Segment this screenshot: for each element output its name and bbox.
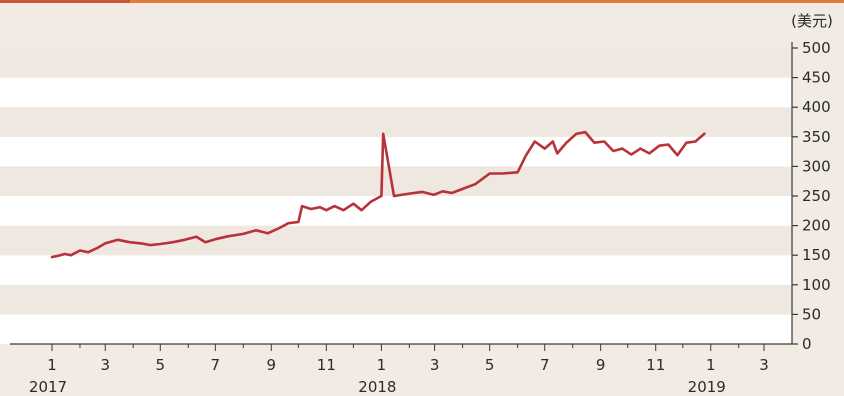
axes: [10, 42, 793, 345]
series-line: [50, 130, 706, 259]
background-band: [0, 136, 792, 167]
x-tick-label: 3: [430, 356, 440, 374]
y-tick-label: 150: [802, 246, 831, 264]
x-year-label: 2017: [29, 378, 67, 396]
x-tick-label: 9: [267, 356, 277, 374]
x-tick-label: 9: [596, 356, 606, 374]
x-tick-label: 11: [646, 356, 665, 374]
y-tick-label: 250: [802, 187, 831, 205]
background-band: [0, 284, 792, 315]
background-band: [0, 166, 792, 196]
x-tick-label: 11: [317, 356, 336, 374]
x-tick-label: 1: [377, 356, 387, 374]
x-tick-label: 1: [47, 356, 57, 374]
background-band: [0, 314, 792, 344]
background-band: [0, 77, 792, 108]
x-tick-label: 5: [485, 356, 495, 374]
x-tick-label: 7: [540, 356, 550, 374]
x-tick-label: 5: [156, 356, 166, 374]
y-axis-ticks: 0 50 100 150 200 250 300 350 400 450 500: [792, 39, 831, 353]
y-tick-label: 500: [802, 39, 831, 57]
y-tick-label: 300: [802, 157, 831, 175]
y-tick-label: 200: [802, 217, 831, 235]
x-tick-label: 1: [706, 356, 716, 374]
y-tick-label: 0: [802, 335, 812, 353]
y-tick-label: 350: [802, 128, 831, 146]
x-tick-label: 3: [759, 356, 769, 374]
y-tick-label: 450: [802, 69, 831, 87]
x-year-label: 2019: [688, 378, 726, 396]
background-band: [0, 196, 792, 226]
background-bands: [0, 48, 792, 344]
background-band: [0, 225, 792, 256]
y-tick-label: 400: [802, 98, 831, 116]
top-accent-tab: [0, 0, 130, 3]
x-tick-label: 3: [100, 356, 110, 374]
background-band: [0, 255, 792, 285]
y-axis-unit-label: (美元): [791, 12, 833, 30]
x-tick-label: 7: [211, 356, 221, 374]
background-band: [0, 48, 792, 78]
background-band: [0, 107, 792, 137]
top-accent-rule: [0, 0, 844, 3]
y-tick-label: 50: [802, 305, 821, 323]
series-layer: [50, 130, 706, 259]
x-year-label: 2018: [358, 378, 396, 396]
y-tick-label: 100: [802, 276, 831, 294]
